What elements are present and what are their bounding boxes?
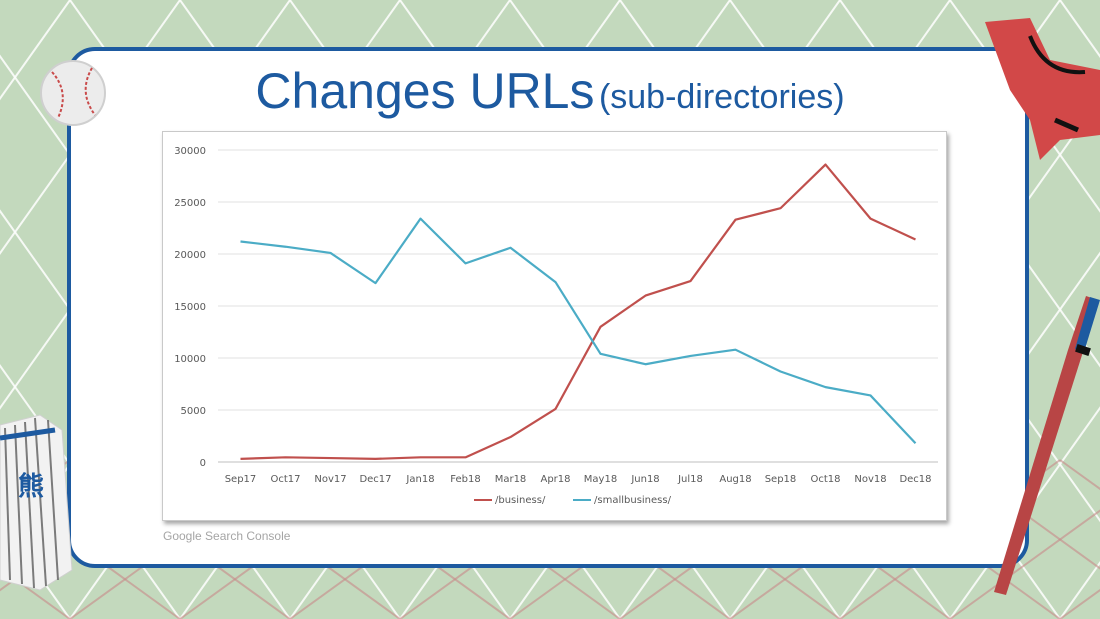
x-tick-label: Dec18 [899,474,931,485]
title-sub: (sub-directories) [598,78,845,116]
x-tick-label: Dec17 [359,474,391,485]
y-tick-label: 15000 [174,302,206,313]
x-tick-label: Jan18 [405,474,434,485]
legend-item: /business/ [474,495,546,506]
x-tick-label: Feb18 [450,474,480,485]
source-caption: Google Search Console [163,529,291,543]
x-tick-label: Nov17 [314,474,346,485]
x-tick-label: Nov18 [854,474,886,485]
title-main: Changes URLs [255,63,595,119]
x-tick-label: May18 [584,474,617,485]
legend-item: /smallbusiness/ [573,495,672,506]
chart-svg: 0 5000 10000 15000 20000 25000 30000 Sep17 Oct17… [174,146,938,506]
series-line-smallbusiness [240,217,917,445]
x-tick-label: Jul18 [677,474,703,485]
x-tick-label: Oct17 [270,474,300,485]
y-tick-label: 0 [200,458,206,469]
slide-title: Changes URLs (sub-directories) [0,62,1100,120]
x-tick-label: Mar18 [495,474,527,485]
line-chart: 0 5000 10000 15000 20000 25000 30000 Sep17 Oct17… [162,131,947,521]
y-tick-label: 10000 [174,354,206,365]
y-tick-label: 25000 [174,198,206,209]
x-tick-label: Aug18 [719,474,751,485]
legend-label: /smallbusiness/ [594,495,672,506]
y-tick-label: 30000 [174,146,206,157]
x-tick-label: Apr18 [540,474,570,485]
x-tick-label: Oct18 [810,474,840,485]
x-tick-label: Sep17 [225,474,257,485]
y-tick-label: 20000 [174,250,206,261]
x-tick-label: Sep18 [765,474,797,485]
series-line-business [240,163,916,460]
legend-label: /business/ [495,495,546,506]
y-tick-label: 5000 [181,406,206,417]
x-tick-label: Jun18 [630,474,659,485]
